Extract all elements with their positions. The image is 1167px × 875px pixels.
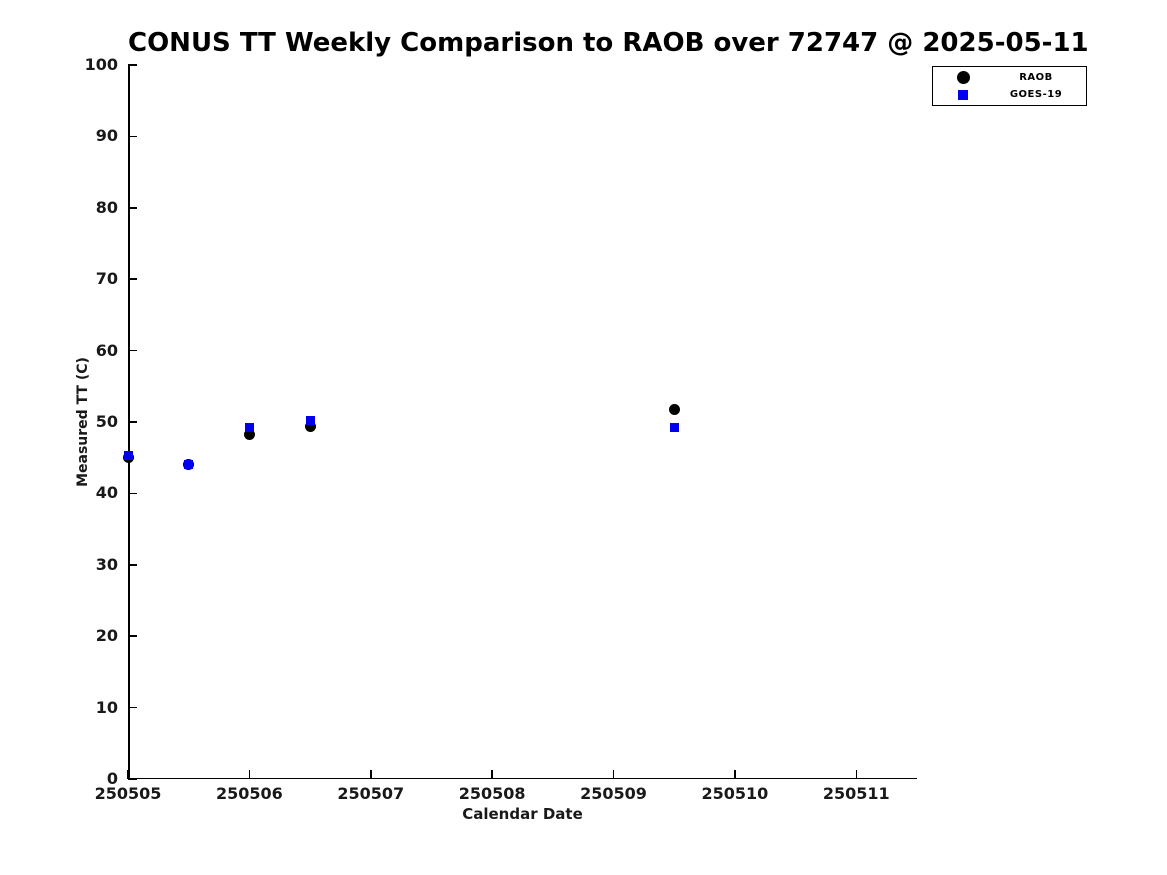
- x-tick-label: 250507: [337, 784, 405, 803]
- y-tick-mark: [128, 492, 137, 495]
- x-tick-label: 250506: [215, 784, 283, 803]
- legend-marker-cell: [933, 71, 993, 84]
- legend-marker-cell: [933, 89, 993, 100]
- legend: RAOB GOES-19: [932, 66, 1087, 106]
- data-point-raob: [304, 421, 316, 433]
- y-tick-label: 60: [95, 340, 118, 360]
- x-tick-mark: [127, 770, 129, 779]
- legend-item-raob: RAOB: [933, 69, 1086, 86]
- x-axis-line: [128, 777, 917, 779]
- x-tick-mark: [491, 770, 493, 779]
- legend-label: GOES-19: [1009, 89, 1063, 100]
- goes19-square-icon: [958, 89, 968, 100]
- y-tick-mark: [128, 635, 137, 637]
- plot-area: [122, 64, 917, 780]
- y-tick-mark: [128, 64, 137, 66]
- y-tick-mark: [128, 564, 137, 566]
- y-tick-label: 30: [95, 554, 118, 574]
- y-tick-mark: [128, 135, 137, 138]
- x-tick-mark: [612, 770, 615, 779]
- y-tick-mark: [128, 778, 137, 780]
- data-point-raob: [243, 428, 255, 440]
- y-tick-mark: [128, 278, 137, 280]
- chart-title: CONUS TT Weekly Comparison to RAOB over …: [128, 28, 1089, 58]
- data-point-goes-19: [305, 416, 315, 426]
- y-tick-label: 50: [95, 412, 118, 431]
- x-tick-mark: [370, 770, 372, 779]
- y-tick-label: 90: [95, 126, 118, 146]
- y-tick-label: 40: [95, 483, 118, 503]
- y-tick-label: 70: [95, 269, 118, 289]
- data-point-goes-19: [669, 423, 679, 433]
- y-tick-label: 100: [84, 55, 118, 74]
- y-tick-mark: [128, 421, 137, 423]
- y-tick-mark: [128, 706, 137, 709]
- x-tick-label: 250509: [580, 784, 647, 803]
- x-tick-mark: [734, 770, 736, 779]
- legend-item-goes19: GOES-19: [933, 86, 1086, 103]
- raob-circle-icon: [956, 71, 970, 84]
- data-point-goes-19: [244, 423, 254, 433]
- y-tick-label: 0: [106, 769, 118, 788]
- y-axis-title: Measured TT (C): [75, 357, 91, 487]
- y-tick-mark: [128, 349, 137, 352]
- x-tick-mark: [855, 770, 858, 779]
- y-tick-mark: [128, 207, 137, 209]
- data-point-goes-19: [123, 451, 133, 461]
- x-axis-title: Calendar Date: [462, 805, 583, 823]
- y-tick-label: 80: [95, 197, 118, 217]
- x-tick-mark: [248, 770, 251, 779]
- legend-label: RAOB: [1019, 72, 1053, 83]
- y-tick-label: 20: [95, 626, 118, 646]
- x-tick-label: 250511: [822, 784, 890, 803]
- data-point-raob: [668, 403, 680, 415]
- x-tick-label: 250508: [458, 784, 526, 803]
- x-tick-label: 250505: [94, 784, 162, 803]
- y-tick-label: 10: [95, 697, 118, 717]
- x-tick-label: 250510: [701, 784, 769, 803]
- data-point-goes-19: [184, 460, 194, 470]
